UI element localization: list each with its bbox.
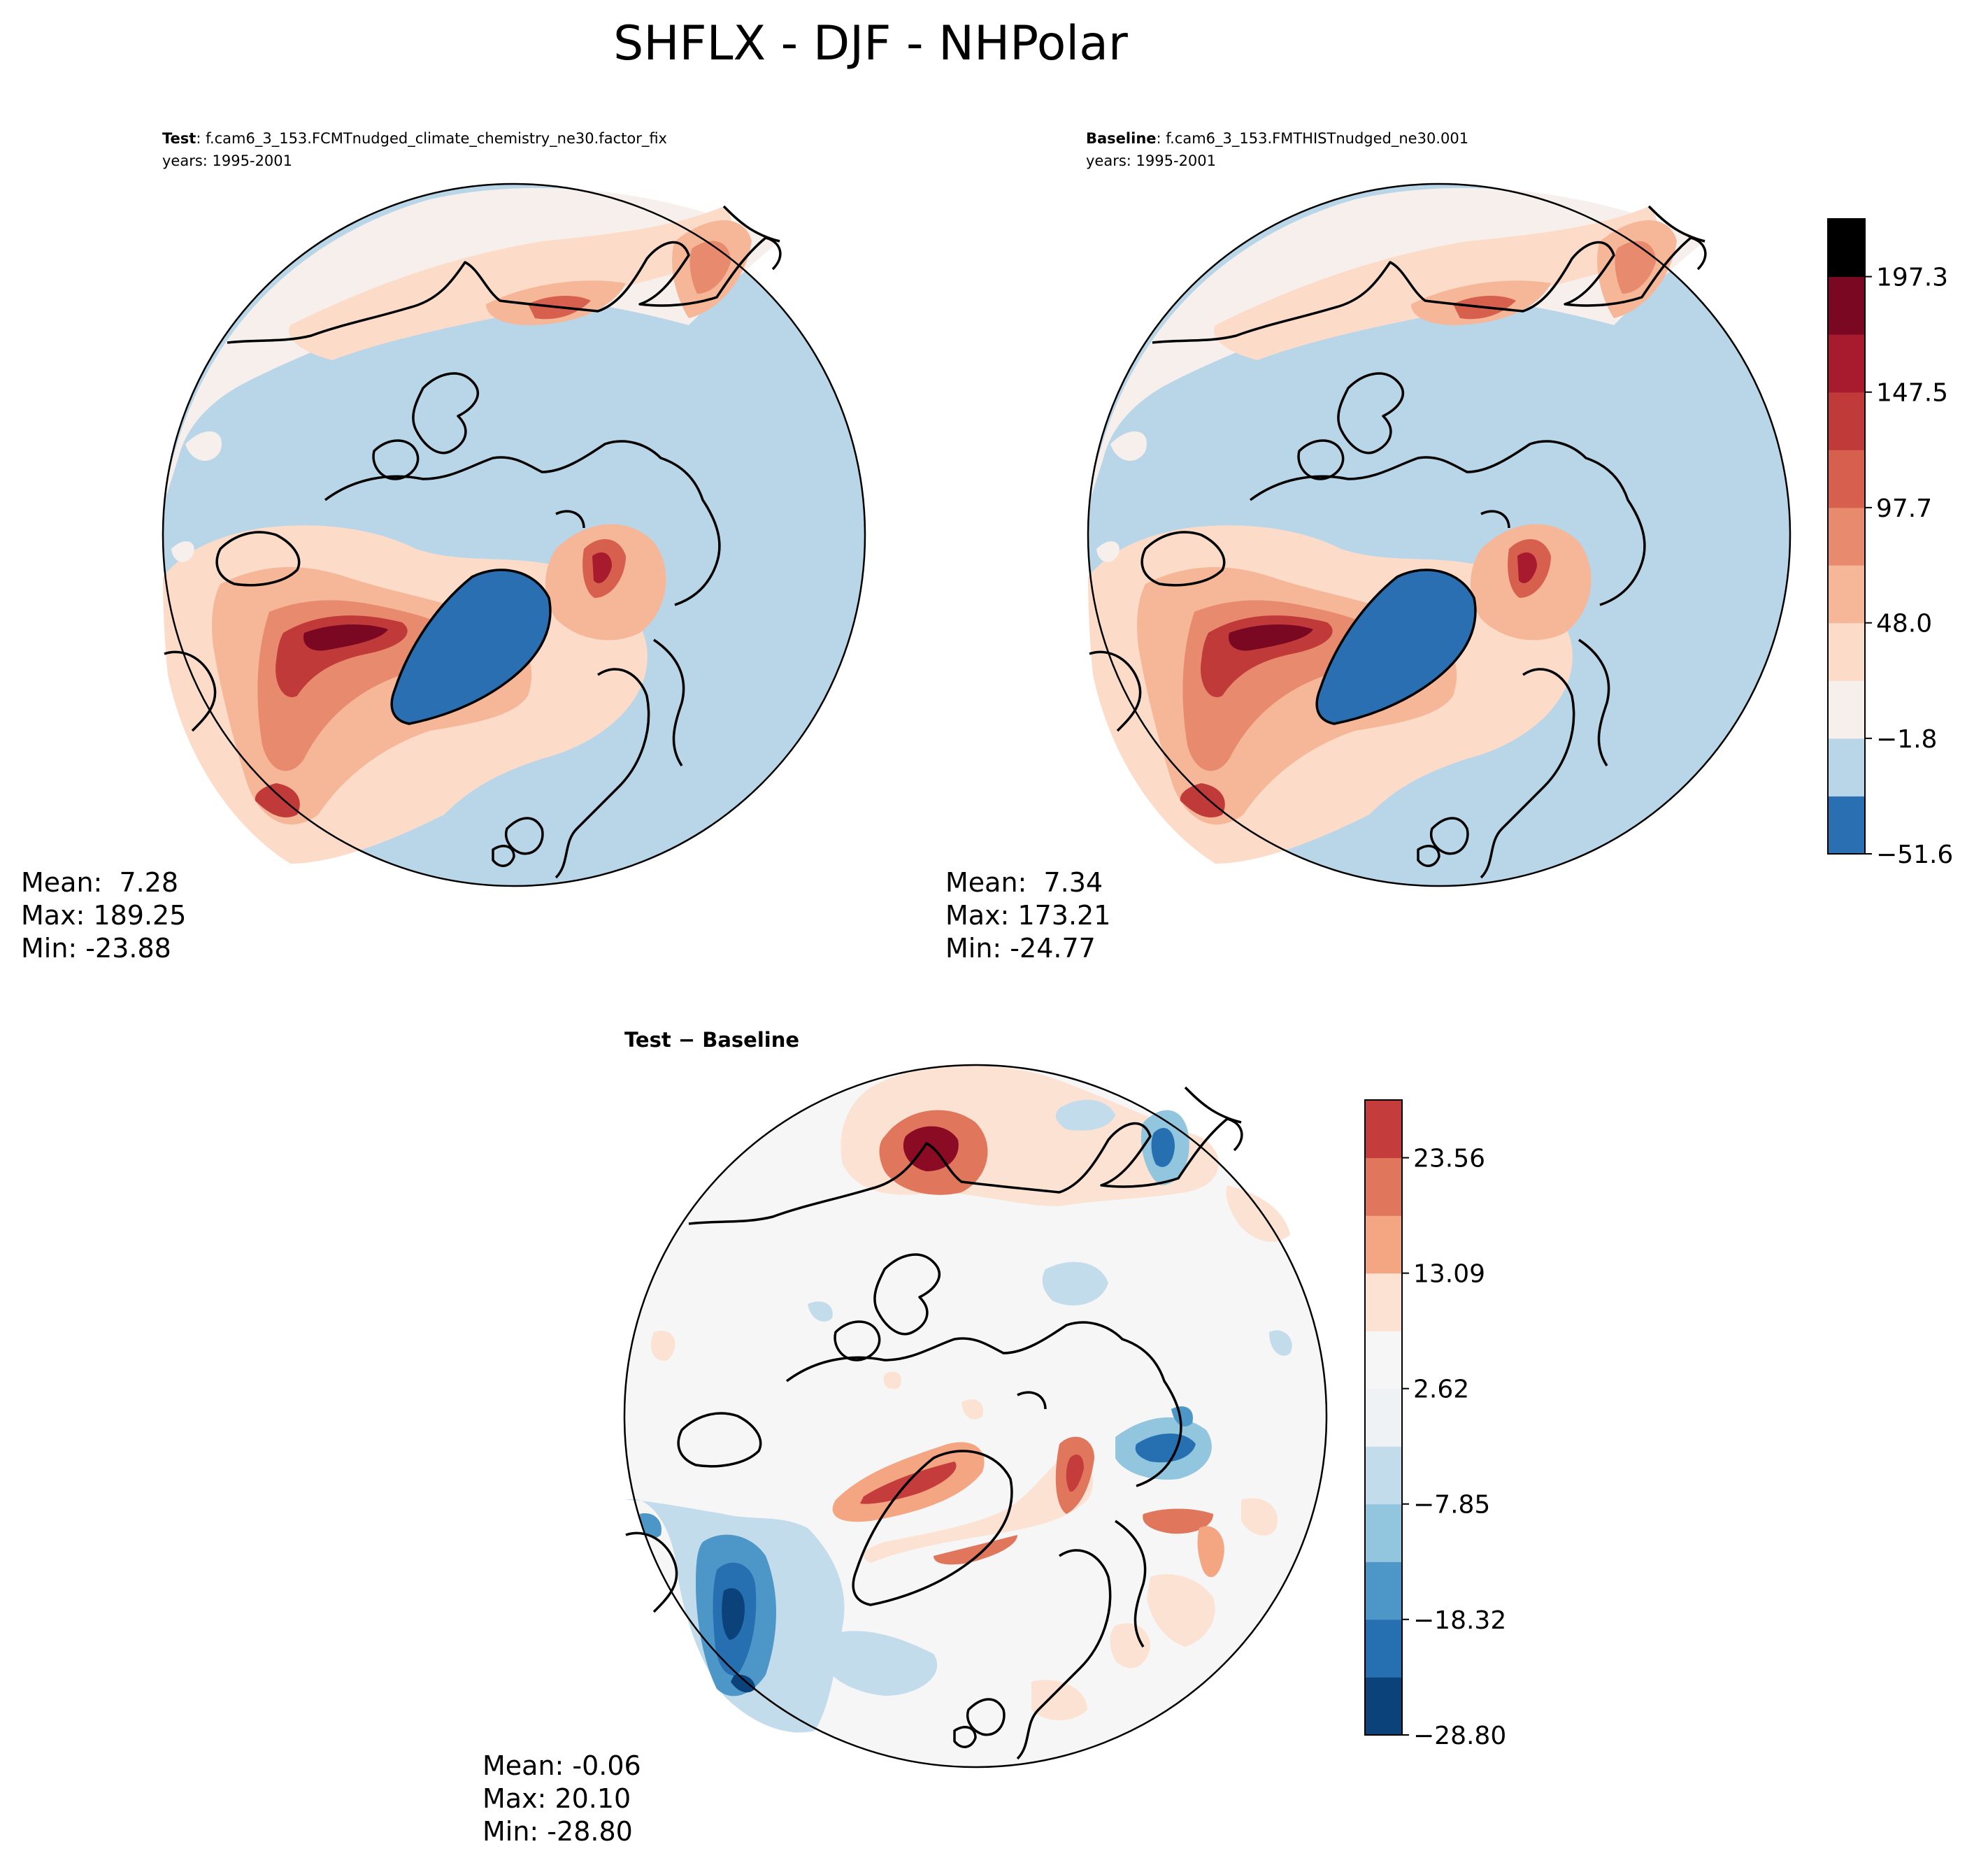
test-title-run: : f.cam6_3_153.FCMTnudged_climate_chemis… xyxy=(196,130,667,148)
difference-colorbar: 23.56 13.09 2.62 −7.85 −18.32 −28.80 xyxy=(1364,1099,1506,1750)
absolute-colorbar-segment xyxy=(1828,276,1865,335)
test-min-stat: Min: -23.88 xyxy=(21,933,171,964)
diff-title-minus: − xyxy=(671,1028,703,1052)
difference-colorbar-segment xyxy=(1365,1331,1402,1389)
difference-colorbar-tick-label: 13.09 xyxy=(1413,1260,1485,1289)
diff-title-baseline: Baseline xyxy=(702,1028,799,1052)
absolute-colorbar-segment xyxy=(1828,392,1865,450)
absolute-colorbar-tick-label: −1.8 xyxy=(1876,725,1937,754)
difference-colorbar-segment xyxy=(1365,1503,1402,1562)
difference-colorbar-frame xyxy=(1364,1099,1403,1736)
difference-panel-title: Test − Baseline xyxy=(624,1028,799,1052)
difference-panel: Test − Baseline Mean: -0.06 Max: 20.10 M… xyxy=(482,1028,1328,1847)
absolute-colorbar-segment xyxy=(1828,334,1865,393)
absolute-colorbar-segment xyxy=(1828,622,1865,681)
absolute-colorbar-segment xyxy=(1828,507,1865,566)
difference-min-stat: Min: -28.80 xyxy=(482,1816,633,1847)
absolute-colorbar-tick-label: 147.5 xyxy=(1876,379,1948,408)
test-panel-subtitle: years: 1995-2001 xyxy=(162,152,292,169)
diff-title-test: Test xyxy=(624,1028,671,1052)
baseline-title-prefix: Baseline xyxy=(1086,130,1157,147)
difference-colorbar-segment xyxy=(1365,1100,1402,1159)
difference-max-stat: Max: 20.10 xyxy=(482,1783,631,1814)
difference-colorbar-segment xyxy=(1365,1619,1402,1678)
test-polar-map xyxy=(162,183,866,887)
absolute-colorbar-tick-label: 97.7 xyxy=(1876,494,1932,523)
absolute-colorbar-segment xyxy=(1828,680,1865,739)
test-panel: Test: f.cam6_3_153.FCMTnudged_climate_ch… xyxy=(21,130,866,964)
baseline-mean-stat: Mean: 7.34 xyxy=(945,867,1103,898)
difference-colorbar-tick-label: −28.80 xyxy=(1413,1722,1506,1750)
baseline-title-run: : f.cam6_3_153.FMTHISTnudged_ne30.001 xyxy=(1157,130,1469,148)
difference-colorbar-segment xyxy=(1365,1273,1402,1331)
absolute-colorbar-frame xyxy=(1827,218,1866,855)
absolute-colorbar-segment xyxy=(1828,796,1865,855)
absolute-colorbar-tick-label: −51.6 xyxy=(1876,841,1953,869)
difference-colorbar-tick-label: 23.56 xyxy=(1413,1145,1485,1173)
difference-mean-stat: Mean: -0.06 xyxy=(482,1750,641,1781)
absolute-colorbar-segment xyxy=(1828,219,1865,278)
absolute-colorbar-tick-label: 48.0 xyxy=(1876,610,1932,638)
absolute-colorbar-segment xyxy=(1828,738,1865,796)
absolute-colorbar-segment xyxy=(1828,565,1865,624)
baseline-max-stat: Max: 173.21 xyxy=(945,900,1110,931)
difference-colorbar-tick-label: 2.62 xyxy=(1413,1375,1469,1404)
baseline-polar-map xyxy=(1087,183,1792,887)
baseline-panel: Baseline: f.cam6_3_153.FMTHISTnudged_ne3… xyxy=(945,130,1792,964)
figure-title: SHFLX - DJF - NHPolar xyxy=(613,16,1128,71)
difference-colorbar-segment xyxy=(1365,1677,1402,1736)
difference-polar-map xyxy=(623,1064,1328,1768)
test-max-stat: Max: 189.25 xyxy=(21,900,186,931)
absolute-colorbar-segment xyxy=(1828,450,1865,508)
difference-colorbar-segment xyxy=(1365,1215,1402,1274)
difference-colorbar-tick-label: −18.32 xyxy=(1413,1606,1506,1635)
absolute-colorbar-tick-label: 197.3 xyxy=(1876,264,1948,292)
baseline-panel-subtitle: years: 1995-2001 xyxy=(1086,152,1216,169)
test-panel-title: Test: f.cam6_3_153.FCMTnudged_climate_ch… xyxy=(162,130,667,148)
test-mean-stat: Mean: 7.28 xyxy=(21,867,178,898)
absolute-colorbar: 197.3 147.5 97.7 48.0 −1.8 −51.6 xyxy=(1827,218,1953,869)
difference-colorbar-tick-label: −7.85 xyxy=(1413,1491,1490,1520)
test-title-prefix: Test xyxy=(162,130,196,147)
difference-colorbar-segment xyxy=(1365,1562,1402,1620)
difference-colorbar-segment xyxy=(1365,1157,1402,1216)
difference-colorbar-segment xyxy=(1365,1446,1402,1505)
baseline-min-stat: Min: -24.77 xyxy=(945,933,1096,964)
difference-colorbar-segment xyxy=(1365,1388,1402,1447)
baseline-panel-title: Baseline: f.cam6_3_153.FMTHISTnudged_ne3… xyxy=(1086,130,1468,148)
